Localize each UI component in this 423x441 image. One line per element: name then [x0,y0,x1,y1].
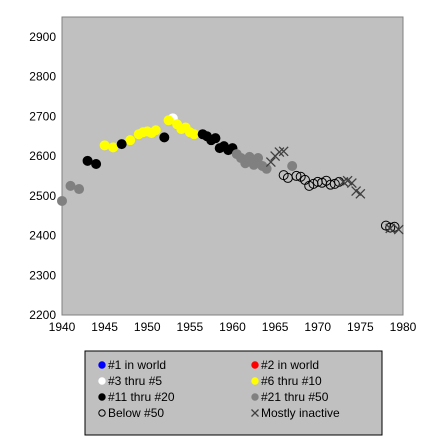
legend-marker [98,377,106,385]
y-tick-label: 2200 [29,308,56,322]
plot-area [61,16,404,316]
legend-marker [251,409,259,417]
data-points [57,113,404,235]
x-tick-label: 1950 [134,320,161,334]
legend-label: #6 thru #10 [261,374,322,388]
legend-label: #11 thru #20 [108,390,175,404]
x-tick-label: 1945 [91,320,118,334]
x-tick-label: 1980 [390,320,417,334]
data-point [150,125,161,136]
legend-label: Below #50 [108,406,164,420]
data-point [91,159,102,170]
legend: #1 in world #2 in world #3 thru #5 #6 thru … [98,358,340,420]
x-tick-label: 1960 [219,320,246,334]
data-point [265,157,276,167]
y-tick-label: 2800 [29,70,56,84]
y-axis-labels: 2200 2300 2400 2500 2600 2700 2800 2900 [29,30,56,322]
data-point [99,140,110,151]
legend-marker [251,393,259,401]
x-tick-label: 1965 [262,320,289,334]
data-point [389,221,400,232]
data-point [57,195,67,206]
legend-marker [98,409,106,417]
data-point [278,146,289,157]
x-tick-label: 1970 [304,320,331,334]
x-axis-labels: 1940 1945 1950 1955 1960 1965 1970 1975 1980 [49,320,417,334]
x-tick-label: 1955 [177,320,204,334]
x-tick-label: 1940 [49,320,76,334]
legend-label: #1 in world [108,358,166,372]
data-point [159,132,170,143]
data-point [108,142,119,153]
y-tick-label: 2900 [29,30,56,44]
legend-label: #3 thru #5 [108,374,162,388]
data-point [116,139,127,150]
legend-marker [251,361,259,369]
data-point [287,161,298,171]
legend-box [84,350,383,436]
legend-marker [98,361,106,369]
y-tick-label: 2600 [29,149,56,163]
data-point [274,147,285,158]
data-point [385,222,396,233]
legend-marker [98,393,106,401]
legend-label: #2 in world [261,358,319,372]
y-tick-label: 2400 [29,229,56,243]
data-point [253,153,264,164]
data-point [393,224,404,235]
data-point [261,163,272,174]
y-tick-label: 2300 [29,268,56,282]
data-point [189,129,200,140]
data-point [346,178,357,189]
data-point [385,223,396,234]
y-tick-label: 2700 [29,109,56,123]
legend-marker [251,377,259,385]
data-point [82,155,93,166]
data-point [74,184,85,195]
data-point [291,170,302,181]
data-point [210,133,221,144]
data-point [163,115,174,126]
y-tick-label: 2500 [29,189,56,203]
legend-label: #21 thru #50 [261,390,329,404]
data-point [65,180,76,191]
data-point [351,186,362,196]
data-point [355,188,366,199]
legend-label: Mostly inactive [261,406,340,420]
data-point [125,135,136,146]
x-tick-label: 1975 [347,320,374,334]
